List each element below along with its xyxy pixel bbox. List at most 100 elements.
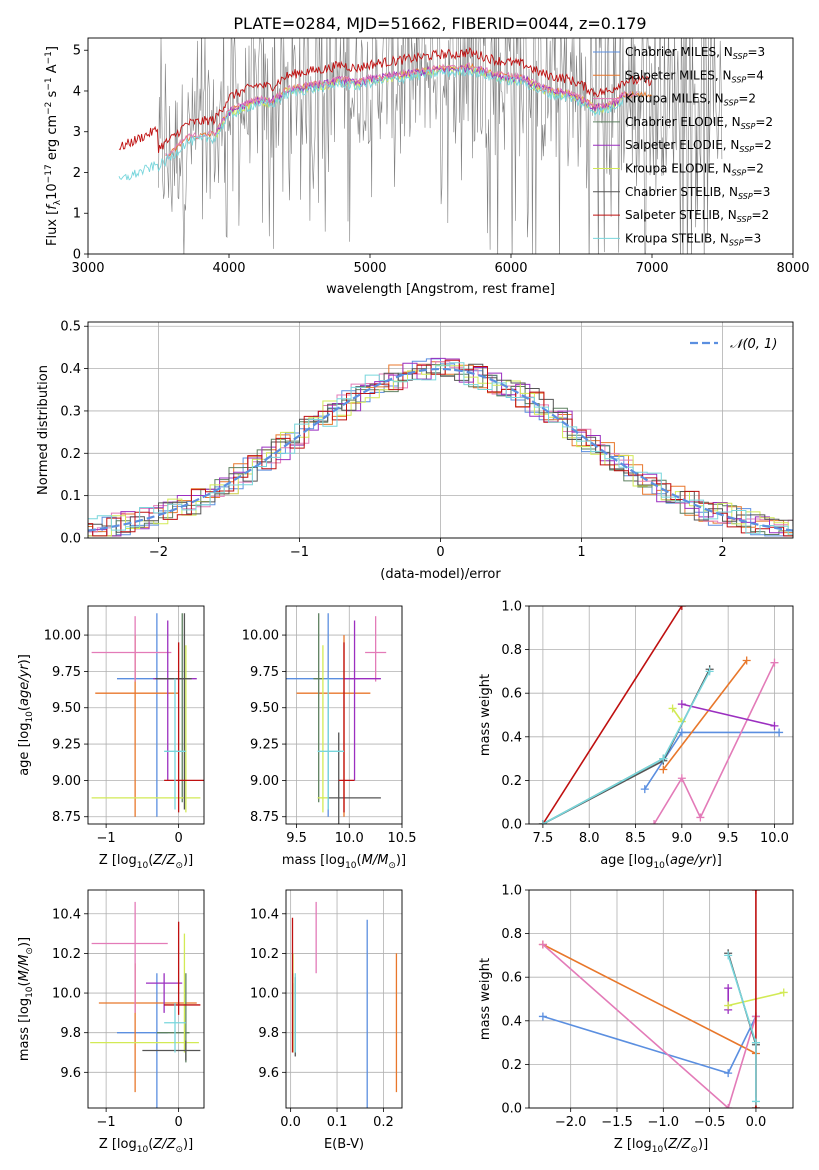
weight-line [681,703,775,727]
errorbar-salpeter_stelib [164,921,201,1015]
y-tick-label: 9.00 [52,774,81,789]
legend-count: =4 [746,68,764,82]
mass_vs_Z-xlabel: Z [log10(Z/Z⊙)] [99,1137,193,1155]
label-part: −17 [44,164,54,183]
y-tick-label: 0.2 [501,1058,522,1073]
x-tick-label: 5000 [353,261,386,276]
y-tick-label: 9.00 [250,774,279,789]
x-tick-label: −1 [97,831,116,846]
weight_vs_age-frame [528,605,794,825]
label-part: E(B-V) [324,1137,364,1152]
legend-subscript: SSP [724,99,739,108]
label-part: ⊙ [25,947,35,955]
label-part: ( [665,853,670,868]
x-tick-label: 0.0 [280,1115,301,1130]
legend-base: Chabrier STELIB, N [625,185,738,199]
errorbar-salpeter_stelib [164,642,204,813]
x-tick-label: 7.5 [533,831,554,846]
label-part: Z [log [614,1137,652,1152]
y-tick-label: 9.25 [250,738,279,753]
x-tick-label: 0 [436,545,444,560]
legend-subscript: SSP [738,192,753,201]
label-part: ] [45,46,60,51]
label-part: 10 [25,711,35,723]
weight-marker [724,1069,733,1078]
errorbar-kroupa_miles [365,616,387,682]
y-tick-label: 0.1 [60,489,81,504]
mass_vs_ebv-axes: 0.0 0.1 0.2 9.6 9.8 10.0 10.2 10.4 [250,890,402,1130]
y-tick-label: 0.8 [501,927,522,942]
mass_vs_Z-ylabel: mass [log10(M/M⊙)] [17,937,35,1061]
label-part: 10 [652,1145,664,1155]
weight-series-kroupa_stelib [724,951,760,1106]
legend-count: =3 [753,185,771,199]
weight-marker [677,728,686,737]
legend-base: Kroupa STELIB, N [625,231,729,245]
weight-line [653,662,776,824]
label-part: ⊙ [690,1145,698,1155]
legend-label: Salpeter MILES, NSSP=4 [625,68,764,84]
x-tick-label: 0 [174,1115,182,1130]
y-tick-label: 9.8 [60,1026,81,1041]
errorbar-kroupa_stelib [164,678,186,810]
y-tick-label: 10.2 [250,947,279,962]
x-tick-label: 3000 [71,261,104,276]
label-part: )] [396,853,406,868]
x-tick-label: 0.1 [327,1115,348,1130]
weight-marker [770,658,779,667]
weight-series-salpeter_miles [538,940,760,1058]
errorbar-kroupa_stelib [164,1002,186,1053]
label-part: erg cm [45,115,60,164]
weight-marker [538,1012,547,1021]
weight-line [662,660,748,770]
weight-marker [751,1097,760,1106]
residuals-xlabel: (data-model)/error [380,567,501,582]
weight-marker [640,785,649,794]
legend-base: Salpeter ELODIE, N [625,138,739,152]
x-tick-label: −2 [149,545,168,560]
weight-series-kroupa_elodie [668,704,686,726]
x-tick-label: −1 [290,545,309,560]
y-tick-label: 10.0 [52,987,81,1002]
legend-count: =2 [738,92,756,106]
label-part: ( [148,853,153,868]
label-part: )] [183,1137,193,1152]
y-tick-label: 0.8 [501,643,522,658]
y-tick-label: 1.0 [501,884,522,899]
x-tick-label: 8.5 [625,831,646,846]
label-part: 10 [653,861,665,871]
x-tick-label: 10.0 [760,831,789,846]
x-tick-label: 10.0 [335,831,364,846]
histogram-salpeter_stelib [88,359,793,537]
errorbar-salpeter_miles [95,635,179,817]
y-tick-label: 1.0 [501,600,522,615]
label-part: s [45,90,60,101]
errorbar-salpeter_elodie [146,973,183,1013]
legend-subscript: SSP [741,122,756,131]
label-part: −1 [44,51,54,64]
weight-marker [724,984,733,993]
label-part: 10 [137,1145,149,1155]
y-tick-label: 9.50 [52,701,81,716]
weight-marker [696,813,705,822]
legend-count: =2 [755,115,773,129]
weight-series-salpeter_stelib [538,606,686,824]
label-part: −2 [44,102,54,115]
x-tick-label: 7000 [635,261,668,276]
y-tick-label: 8.75 [250,810,279,825]
x-tick-label: −0.5 [694,1115,726,1130]
x-tick-label: −2.0 [555,1115,587,1130]
errorbar-chabrier_stelib [155,613,192,810]
weight-marker [677,774,686,783]
label-part: )] [17,654,32,664]
label-part: )] [698,1137,708,1152]
errorbar-chabrier_elodie [313,613,324,803]
weight-series-chabrier_miles [640,728,784,794]
weight-marker [724,951,733,960]
weight-marker [751,1038,760,1047]
y-tick-label: 9.25 [52,738,81,753]
errorbar-chabrier_stelib [328,732,381,824]
label-part: M/M [362,853,389,868]
y-tick-label: 10.0 [250,987,279,1002]
y-tick-label: 3 [73,125,81,140]
